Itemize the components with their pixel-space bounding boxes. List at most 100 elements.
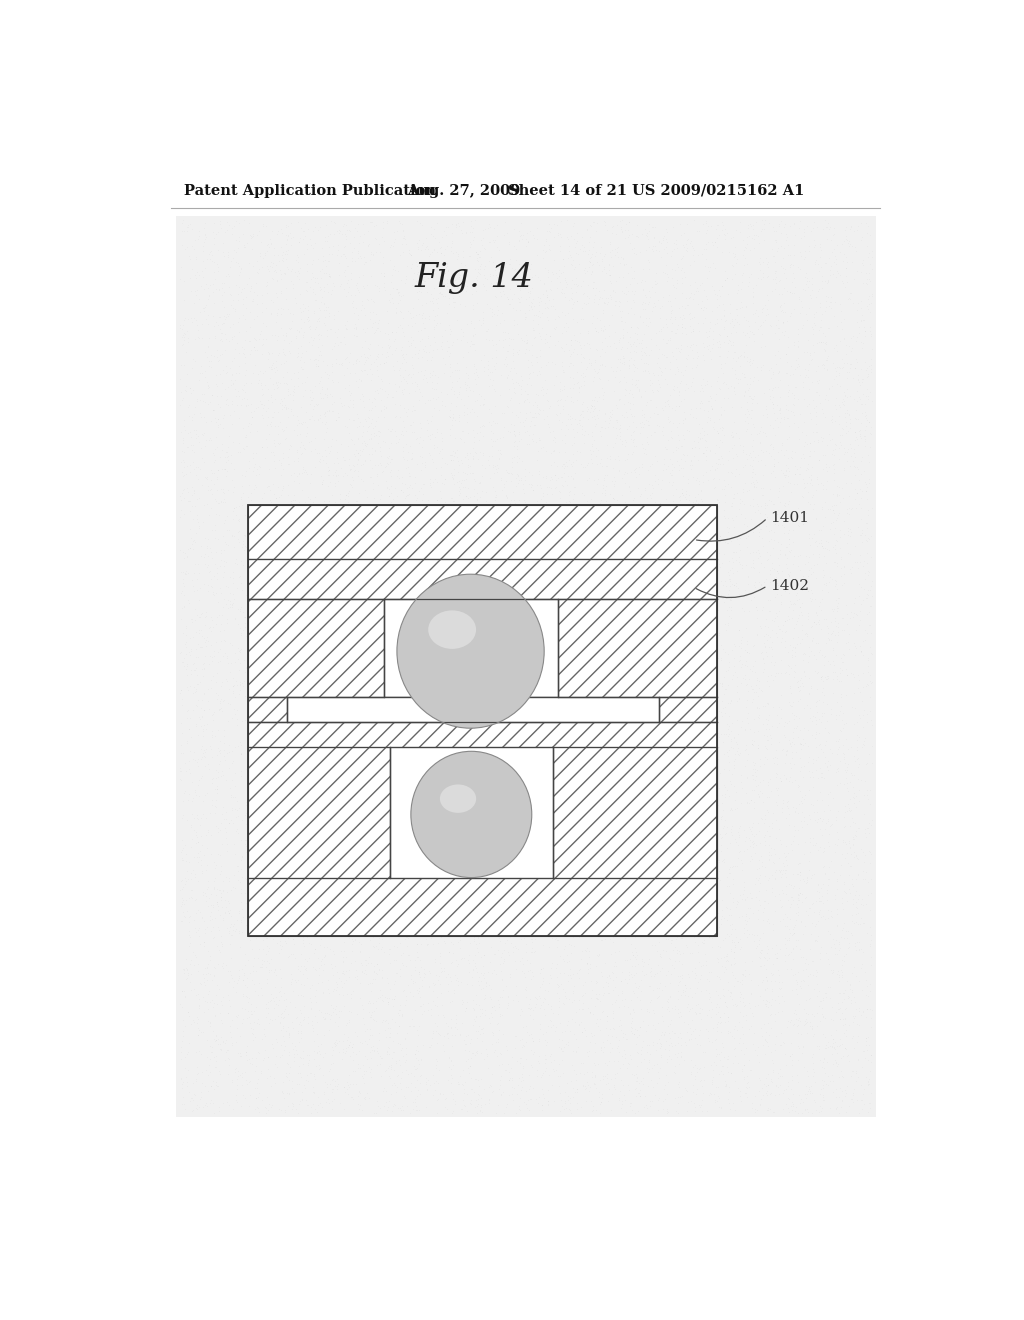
Point bbox=[776, 726, 793, 747]
Point bbox=[614, 347, 631, 368]
Point bbox=[212, 750, 228, 771]
Point bbox=[366, 387, 382, 408]
Point bbox=[529, 602, 546, 623]
Point bbox=[503, 763, 519, 784]
Point bbox=[666, 239, 682, 260]
Point bbox=[340, 1011, 356, 1032]
Point bbox=[454, 847, 470, 869]
Point bbox=[557, 455, 573, 477]
Point bbox=[372, 1030, 388, 1051]
Point bbox=[293, 524, 309, 545]
Point bbox=[538, 533, 554, 554]
Point bbox=[581, 719, 597, 741]
Point bbox=[840, 232, 856, 253]
Point bbox=[360, 444, 377, 465]
Point bbox=[525, 304, 542, 325]
Point bbox=[595, 737, 611, 758]
Point bbox=[743, 734, 760, 755]
Point bbox=[637, 239, 653, 260]
Point bbox=[594, 965, 610, 986]
Point bbox=[390, 793, 407, 814]
Point bbox=[232, 624, 249, 645]
Point bbox=[847, 408, 863, 429]
Point bbox=[671, 459, 687, 480]
Point bbox=[629, 1068, 645, 1089]
Point bbox=[338, 820, 354, 841]
Point bbox=[825, 638, 842, 659]
Point bbox=[582, 1032, 598, 1053]
Point bbox=[827, 434, 844, 455]
Point bbox=[310, 356, 327, 378]
Point bbox=[412, 426, 428, 447]
Point bbox=[429, 338, 445, 359]
Point bbox=[615, 326, 632, 347]
Point bbox=[415, 533, 431, 554]
Point bbox=[610, 919, 627, 940]
Point bbox=[673, 436, 689, 457]
Point bbox=[200, 554, 216, 576]
Point bbox=[243, 799, 259, 820]
Point bbox=[248, 694, 264, 715]
Point bbox=[623, 335, 639, 356]
Point bbox=[196, 657, 212, 678]
Point bbox=[673, 490, 689, 511]
Point bbox=[623, 462, 639, 483]
Point bbox=[788, 610, 805, 631]
Point bbox=[371, 474, 387, 495]
Point bbox=[319, 1003, 336, 1024]
Point bbox=[537, 1005, 553, 1026]
Point bbox=[762, 315, 778, 337]
Point bbox=[292, 437, 308, 458]
Point bbox=[834, 966, 850, 987]
Point bbox=[341, 1064, 357, 1085]
Point bbox=[670, 337, 686, 358]
Point bbox=[325, 825, 341, 846]
Point bbox=[422, 780, 438, 801]
Point bbox=[358, 900, 375, 921]
Point bbox=[301, 317, 317, 338]
Point bbox=[820, 628, 837, 649]
Point bbox=[344, 546, 360, 568]
Point bbox=[841, 335, 857, 356]
Point bbox=[859, 517, 876, 539]
Point bbox=[736, 381, 753, 403]
Point bbox=[201, 618, 217, 639]
Point bbox=[586, 231, 602, 252]
Point bbox=[537, 329, 553, 350]
Point bbox=[484, 422, 501, 444]
Point bbox=[538, 323, 554, 345]
Point bbox=[816, 1027, 833, 1048]
Point bbox=[414, 741, 430, 762]
Point bbox=[637, 284, 653, 305]
Point bbox=[333, 433, 349, 454]
Point bbox=[556, 341, 572, 362]
Point bbox=[247, 779, 263, 800]
Point bbox=[658, 1048, 675, 1069]
Point bbox=[332, 574, 348, 595]
Point bbox=[816, 908, 833, 929]
Point bbox=[534, 1065, 550, 1086]
Point bbox=[693, 1090, 710, 1111]
Point bbox=[644, 454, 660, 475]
Point bbox=[863, 391, 880, 412]
Point bbox=[300, 561, 316, 582]
Point bbox=[780, 929, 797, 950]
Point bbox=[639, 690, 655, 711]
Point bbox=[228, 972, 245, 993]
Point bbox=[446, 892, 463, 913]
Point bbox=[580, 701, 596, 722]
Point bbox=[665, 818, 681, 840]
Point bbox=[460, 632, 476, 653]
Point bbox=[650, 231, 667, 252]
Point bbox=[571, 414, 588, 436]
Point bbox=[608, 417, 625, 438]
Point bbox=[623, 543, 639, 564]
Point bbox=[420, 854, 436, 875]
Point bbox=[851, 704, 867, 725]
Point bbox=[538, 492, 554, 513]
Point bbox=[287, 1035, 303, 1056]
Point bbox=[214, 804, 230, 825]
Point bbox=[412, 966, 428, 987]
Point bbox=[224, 568, 241, 589]
Point bbox=[701, 440, 718, 461]
